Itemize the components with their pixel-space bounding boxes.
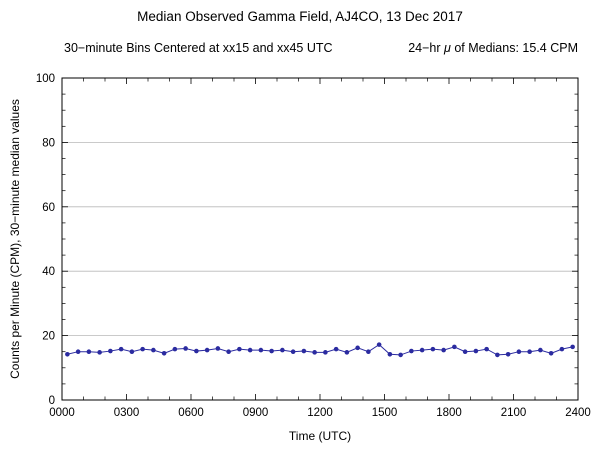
data-point bbox=[151, 347, 156, 353]
data-point bbox=[505, 351, 511, 357]
data-point bbox=[97, 350, 102, 355]
data-point bbox=[301, 348, 307, 354]
x-tick-label: 1800 bbox=[436, 407, 462, 419]
data-point bbox=[409, 348, 414, 354]
tick-labels: 0 20 40 60 80 100 0000 0300 0600 0900 1200 1500 1800… bbox=[36, 73, 591, 419]
data-point bbox=[118, 346, 124, 352]
data-point bbox=[86, 349, 92, 355]
grid-lines bbox=[62, 141, 578, 337]
data-point bbox=[312, 350, 317, 355]
subtitle-left: 30−minute Bins Centered at xx15 and xx45… bbox=[64, 41, 333, 55]
data-point bbox=[129, 349, 135, 355]
data-point bbox=[65, 351, 70, 357]
x-tick-label: 1500 bbox=[372, 407, 398, 419]
data-point bbox=[247, 347, 253, 353]
subtitle-right-prefix: 24−hr bbox=[408, 41, 444, 55]
subtitle-right: 24−hr μ of Medians: 15.4 CPM bbox=[408, 41, 578, 55]
axis-ticks bbox=[61, 77, 579, 401]
data-series bbox=[65, 342, 575, 358]
subtitle-mu: μ bbox=[443, 41, 451, 55]
plot-frame bbox=[61, 77, 579, 401]
x-tick-label: 1200 bbox=[307, 407, 333, 419]
subtitle-right-suffix: of Medians: 15.4 CPM bbox=[451, 41, 578, 55]
data-point bbox=[258, 347, 264, 353]
data-point bbox=[538, 347, 543, 353]
data-point bbox=[462, 349, 468, 355]
data-point bbox=[215, 346, 221, 351]
x-tick-label: 0600 bbox=[178, 407, 204, 419]
data-point bbox=[484, 346, 489, 352]
data-point bbox=[183, 346, 188, 351]
data-point bbox=[226, 349, 231, 355]
data-point bbox=[75, 349, 81, 355]
chart-title: Median Observed Gamma Field, AJ4CO, 13 D… bbox=[137, 9, 463, 24]
data-point bbox=[548, 351, 554, 356]
y-tick-label: 20 bbox=[42, 331, 55, 343]
data-point bbox=[194, 348, 199, 354]
data-point bbox=[140, 346, 145, 352]
x-tick-label: 2100 bbox=[501, 407, 527, 419]
data-point bbox=[430, 346, 436, 352]
data-point bbox=[290, 349, 296, 355]
data-point bbox=[108, 348, 113, 354]
data-point bbox=[366, 349, 371, 355]
data-point bbox=[344, 350, 350, 355]
data-point bbox=[161, 351, 167, 356]
data-point bbox=[237, 346, 242, 352]
x-tick-label: 2400 bbox=[565, 407, 591, 419]
y-tick-label: 40 bbox=[42, 266, 55, 278]
x-tick-label: 0300 bbox=[114, 407, 140, 419]
data-point bbox=[269, 348, 274, 354]
data-point bbox=[419, 347, 425, 353]
data-point bbox=[398, 352, 403, 358]
data-point bbox=[387, 351, 393, 357]
data-point bbox=[355, 345, 360, 351]
y-tick-label: 100 bbox=[36, 73, 55, 85]
data-point bbox=[333, 346, 339, 352]
data-point bbox=[452, 344, 457, 350]
y-tick-label: 0 bbox=[49, 395, 55, 407]
data-point bbox=[570, 344, 575, 350]
data-point bbox=[323, 350, 328, 355]
data-point bbox=[516, 349, 522, 355]
data-point bbox=[473, 348, 479, 354]
x-axis-label: Time (UTC) bbox=[289, 429, 351, 443]
data-point bbox=[495, 352, 500, 358]
x-tick-label: 0900 bbox=[243, 407, 269, 419]
data-point bbox=[559, 346, 565, 352]
y-tick-label: 60 bbox=[42, 202, 55, 214]
data-point bbox=[204, 347, 210, 353]
data-point bbox=[376, 342, 382, 347]
data-point bbox=[280, 347, 285, 353]
y-axis-label: Counts per Minute (CPM), 30−minute media… bbox=[8, 99, 22, 379]
y-tick-label: 80 bbox=[42, 137, 55, 149]
x-tick-label: 0000 bbox=[49, 407, 75, 419]
data-point bbox=[441, 347, 446, 353]
data-point bbox=[527, 349, 532, 355]
data-point bbox=[172, 346, 178, 352]
